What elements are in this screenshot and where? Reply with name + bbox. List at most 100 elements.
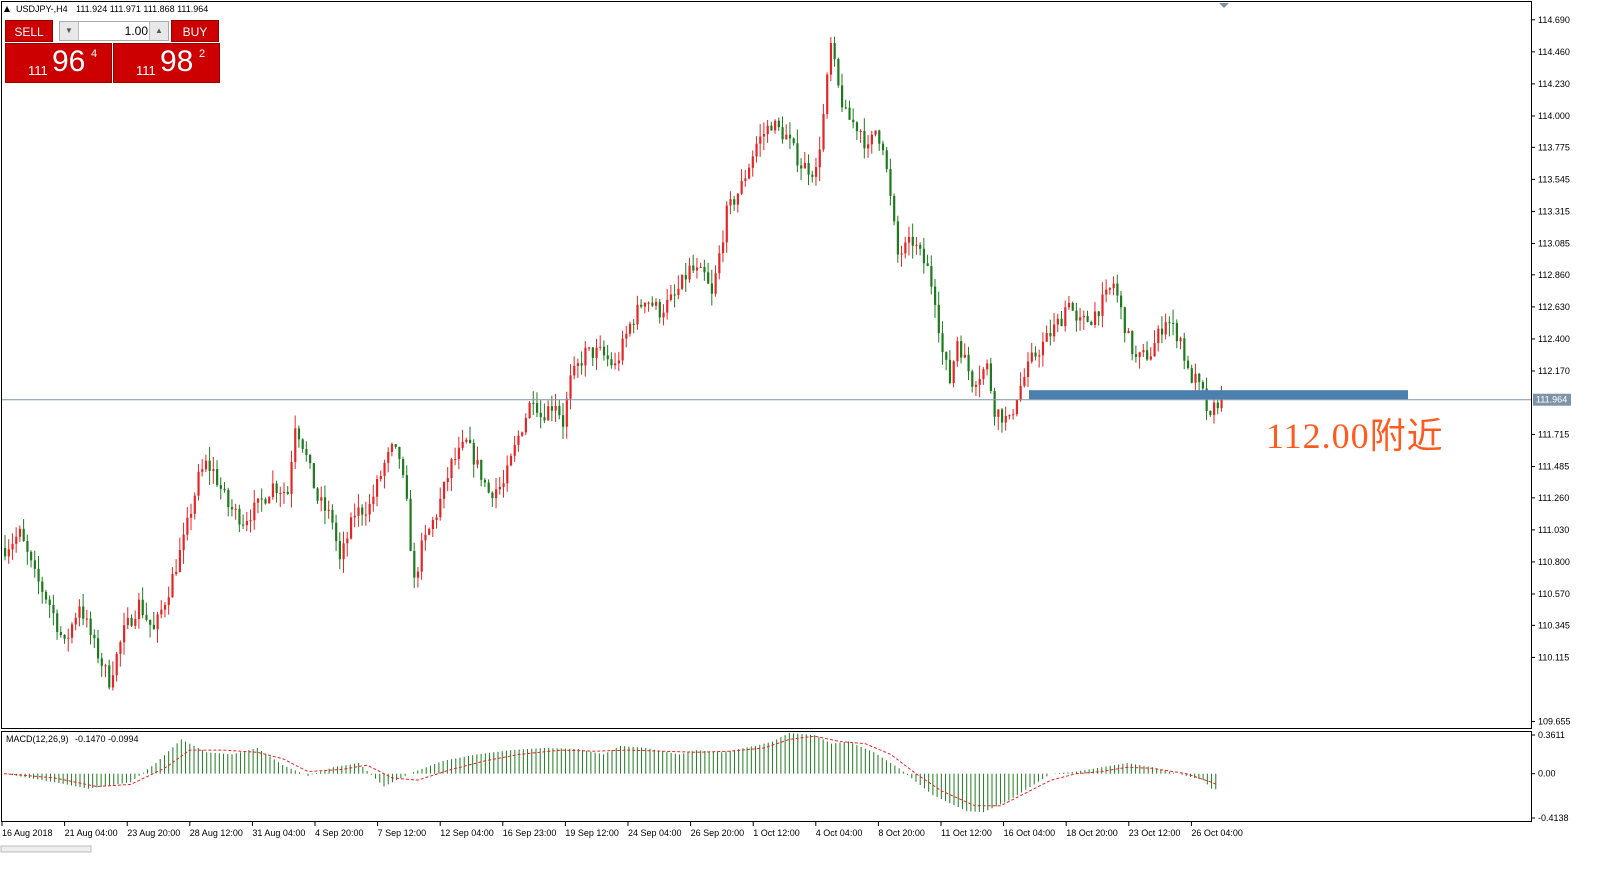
candle-body bbox=[636, 304, 639, 325]
lot-size-input[interactable] bbox=[80, 22, 150, 40]
candle-body bbox=[67, 637, 70, 639]
candle-body bbox=[56, 613, 59, 633]
candle-body bbox=[922, 248, 926, 264]
candle-body bbox=[260, 498, 263, 500]
candle-body bbox=[483, 479, 487, 483]
candle-body bbox=[721, 242, 725, 254]
candle-body bbox=[305, 448, 308, 455]
candle-body bbox=[930, 266, 933, 287]
candle-body bbox=[974, 384, 978, 387]
candle-body bbox=[610, 359, 613, 366]
time-tick-label: 21 Aug 04:00 bbox=[65, 828, 118, 838]
candle-body bbox=[178, 550, 182, 572]
candle-body bbox=[748, 167, 751, 179]
candle-body bbox=[416, 571, 420, 578]
candle-body bbox=[383, 462, 386, 476]
candle-body bbox=[1157, 328, 1160, 344]
candle-body bbox=[18, 528, 22, 537]
candle-body bbox=[1101, 294, 1104, 316]
candle-body bbox=[390, 444, 394, 453]
candle-body bbox=[424, 534, 427, 541]
candle-body bbox=[309, 454, 312, 464]
candle-body bbox=[230, 507, 234, 510]
candle-body bbox=[163, 604, 167, 610]
candle-body bbox=[651, 302, 654, 306]
menu-triangle-icon[interactable] bbox=[4, 6, 10, 12]
chevron-up-icon[interactable]: ▲ bbox=[149, 22, 168, 40]
macd-frame bbox=[1, 731, 1532, 822]
candle-body bbox=[606, 355, 609, 360]
candle-body bbox=[818, 149, 821, 168]
candle-body bbox=[632, 323, 635, 325]
candle-body bbox=[238, 508, 241, 525]
candle-body bbox=[323, 497, 327, 511]
candle-body bbox=[186, 517, 189, 535]
candle-body bbox=[960, 341, 963, 358]
candle-body bbox=[1049, 333, 1052, 337]
chevron-down-icon[interactable]: ▼ bbox=[60, 22, 79, 40]
candle-body bbox=[413, 550, 416, 578]
candle-body bbox=[7, 549, 10, 557]
candle-body bbox=[353, 515, 356, 518]
candle-body bbox=[461, 441, 464, 448]
macd-tick-label: -0.4138 bbox=[1538, 813, 1569, 823]
candle-body bbox=[97, 638, 100, 659]
candle-body bbox=[625, 333, 628, 339]
candle-body bbox=[301, 439, 304, 449]
candle-body bbox=[1000, 409, 1004, 423]
candle-body bbox=[1108, 288, 1112, 290]
candle-body bbox=[376, 479, 379, 497]
sell-button[interactable]: SELL bbox=[5, 20, 53, 42]
candle-body bbox=[997, 409, 1000, 417]
candle-body bbox=[919, 244, 922, 249]
support-annotation: 112.00附近 bbox=[1266, 416, 1444, 456]
candle-body bbox=[450, 459, 453, 479]
candle-body bbox=[1160, 328, 1164, 335]
candle-body bbox=[591, 347, 594, 358]
price-tick-label: 113.315 bbox=[1538, 206, 1570, 216]
candle-body bbox=[156, 614, 159, 630]
time-tick-label: 11 Oct 12:00 bbox=[941, 828, 992, 838]
candle-body bbox=[628, 323, 632, 334]
candle-body bbox=[1127, 330, 1130, 334]
main-chart-frame bbox=[1, 1, 1532, 729]
time-tick-label: 16 Sep 23:00 bbox=[503, 828, 557, 838]
candle-body bbox=[669, 294, 673, 300]
candle-body bbox=[1183, 338, 1186, 361]
candle-body bbox=[104, 665, 107, 667]
candle-body bbox=[167, 597, 170, 605]
candle-body bbox=[558, 405, 561, 416]
buy-price-quote[interactable]: 111 98 2 bbox=[113, 43, 220, 83]
candle-body bbox=[279, 493, 282, 495]
candle-body bbox=[290, 461, 293, 494]
candle-body bbox=[171, 574, 174, 598]
lot-size-field: ▼ ▲ bbox=[59, 21, 169, 41]
price-tick-label: 114.460 bbox=[1538, 47, 1570, 57]
macd-histogram bbox=[7, 732, 1217, 813]
candle-body bbox=[1079, 317, 1082, 321]
candle-body bbox=[1034, 352, 1037, 357]
support-zone-bar[interactable] bbox=[1029, 390, 1408, 400]
time-tick-label: 4 Sep 20:00 bbox=[315, 828, 364, 838]
candle-body bbox=[1213, 402, 1216, 416]
candle-body bbox=[584, 347, 587, 366]
candle-body bbox=[911, 236, 914, 246]
candle-body bbox=[331, 509, 334, 523]
time-tick-label: 4 Oct 04:00 bbox=[816, 828, 863, 838]
candle-body bbox=[1027, 361, 1030, 378]
candle-body bbox=[948, 359, 952, 384]
price-axis: 114.690 114.460 114.230 114.000 113.775 113.5… bbox=[1531, 15, 1571, 727]
sell-price-quote[interactable]: 111 96 4 bbox=[5, 43, 112, 83]
candle-body bbox=[283, 491, 286, 494]
bottom-scrollbar[interactable] bbox=[0, 845, 92, 853]
candle-body bbox=[119, 642, 122, 654]
chart-shift-icon[interactable] bbox=[1219, 3, 1229, 8]
macd-title: MACD(12,26,9) bbox=[6, 734, 69, 744]
candle-body bbox=[647, 302, 650, 304]
price-tick-label: 113.085 bbox=[1538, 238, 1570, 248]
buy-button[interactable]: BUY bbox=[171, 20, 219, 42]
candle-body bbox=[993, 390, 996, 417]
candle-body bbox=[1112, 283, 1115, 289]
candle-body bbox=[85, 618, 89, 620]
